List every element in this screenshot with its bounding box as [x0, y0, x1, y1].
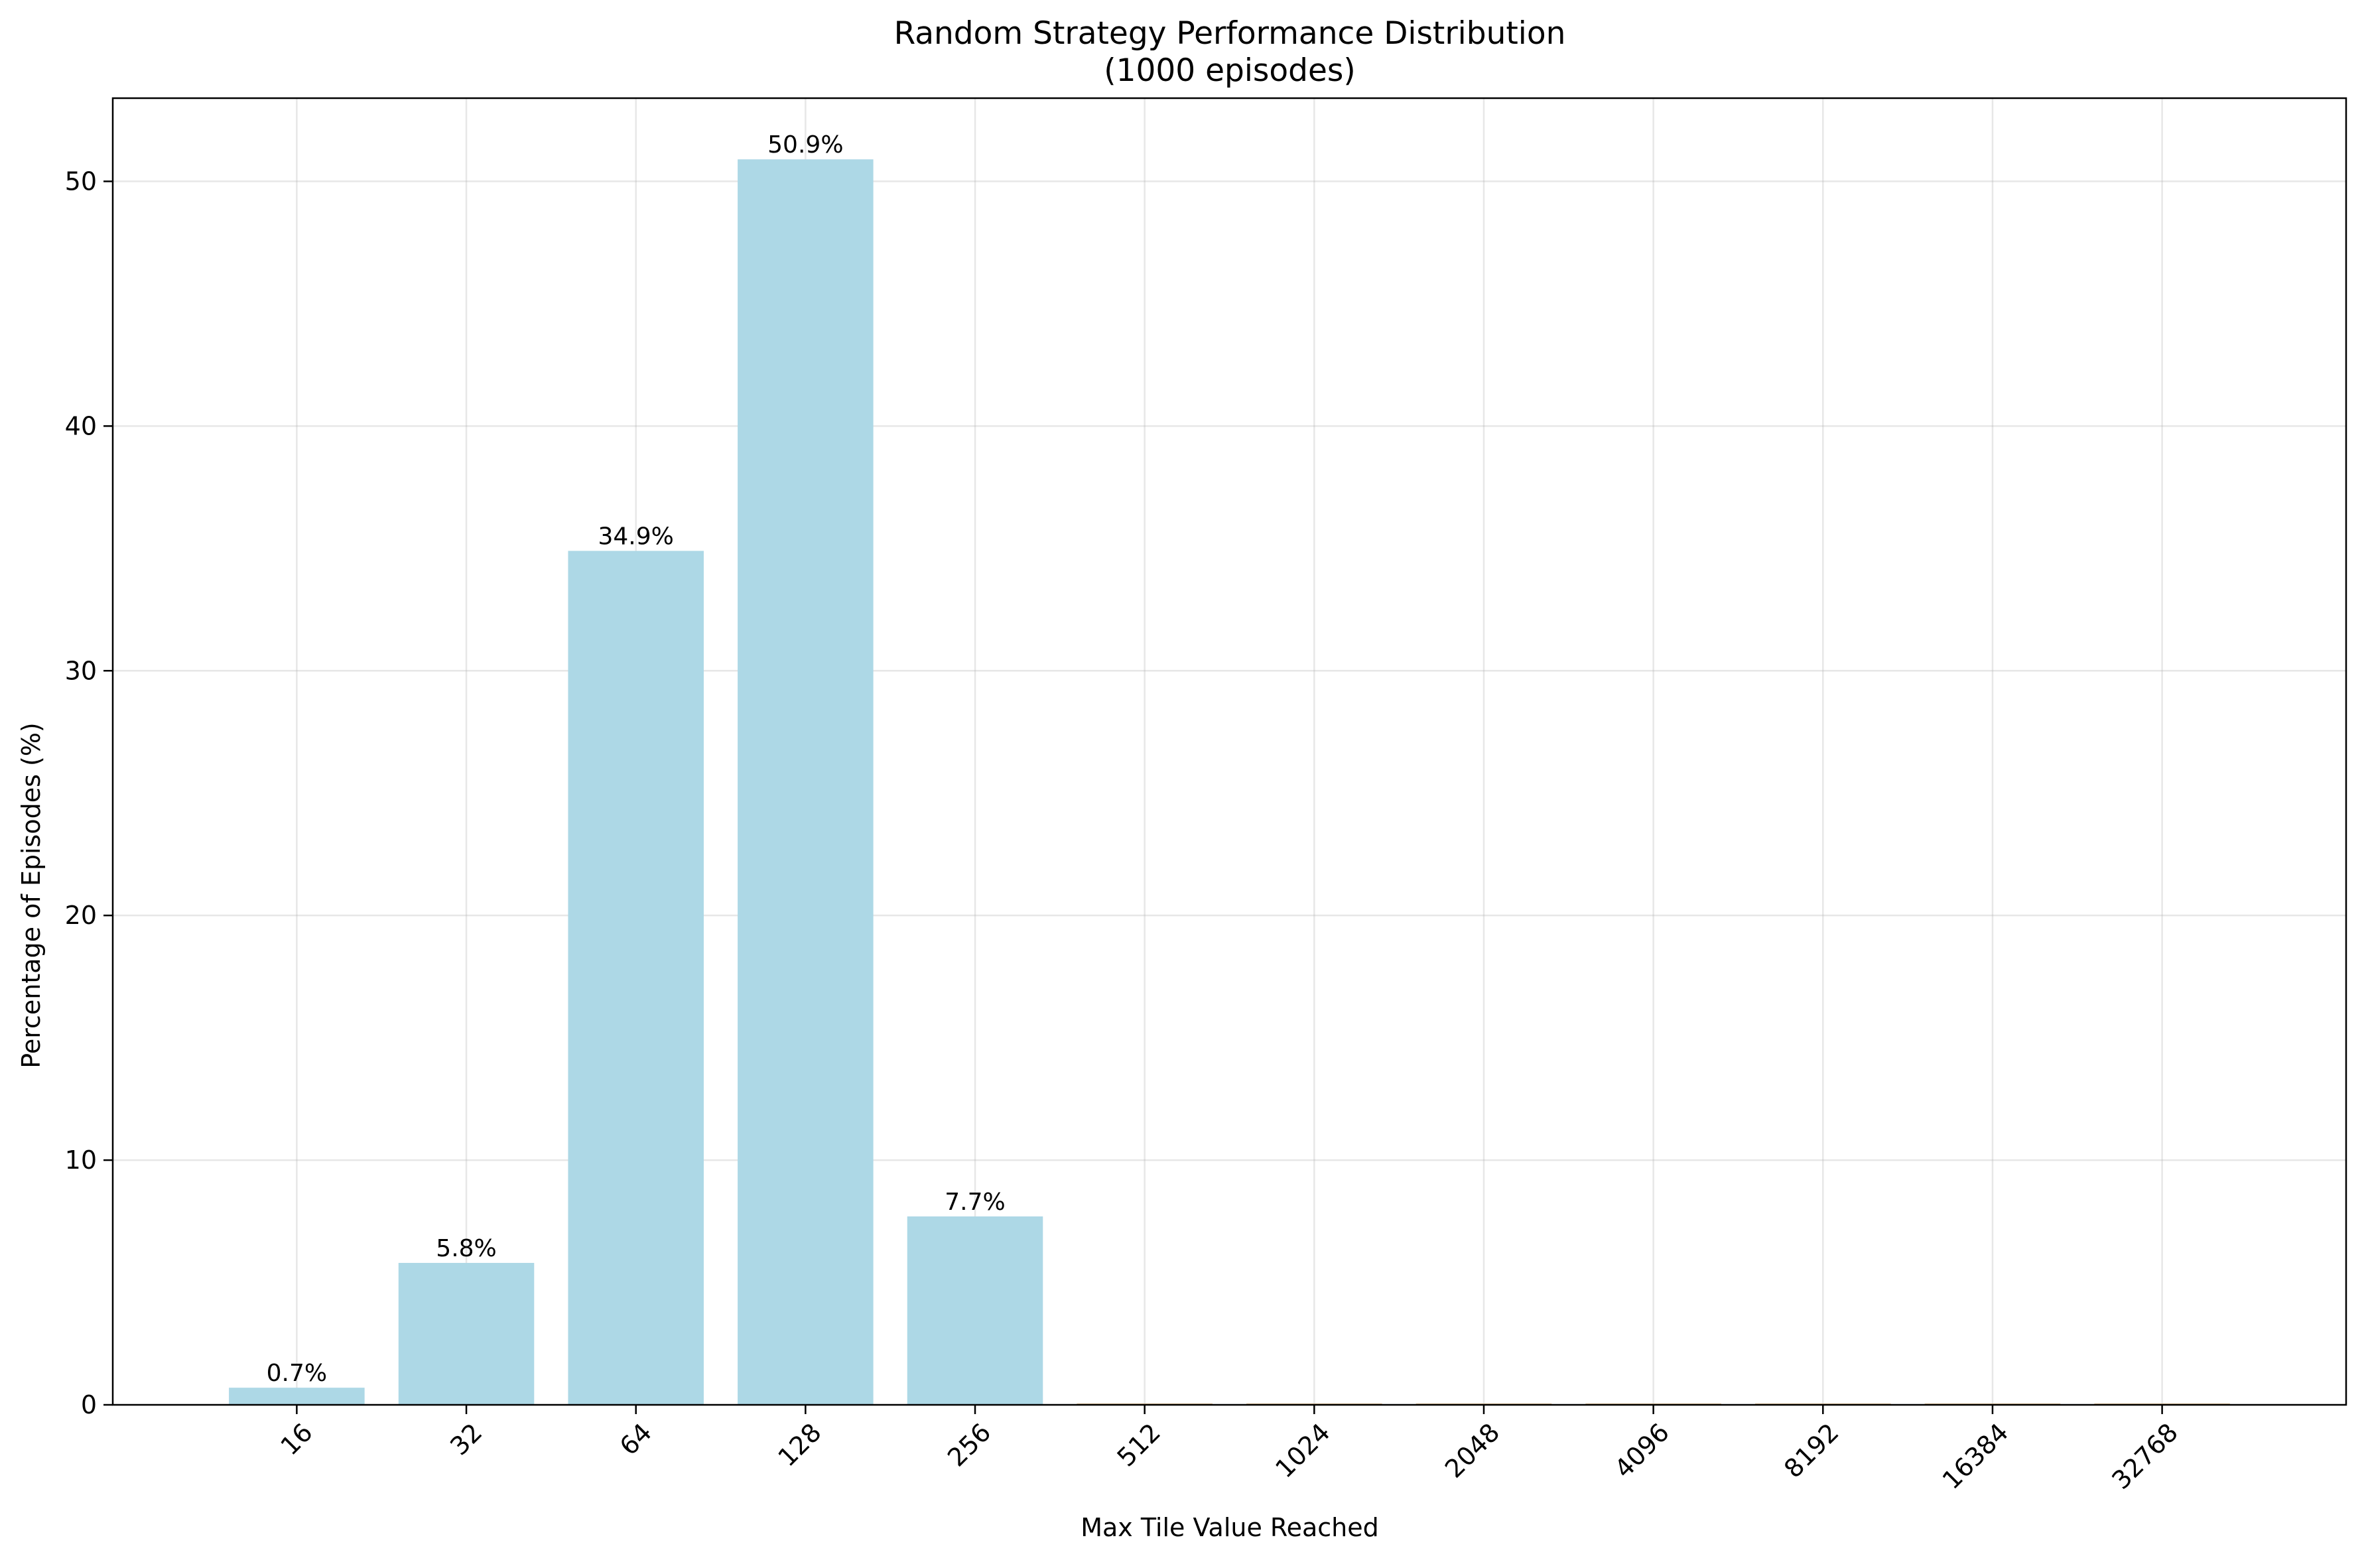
y-axis-ticks: 0 10 20 30 40 50 [65, 166, 113, 1419]
y-tick-label: 30 [65, 656, 97, 685]
data-labels: 0.7% 5.8% 34.9% 50.9% 7.7% [267, 131, 1006, 1387]
data-label: 5.8% [436, 1235, 496, 1262]
y-tick-label: 20 [65, 901, 97, 930]
data-label: 50.9% [767, 131, 843, 159]
y-axis-label: Percentage of Episodes (%) [17, 722, 46, 1068]
bar [229, 1388, 365, 1405]
y-tick-label: 0 [81, 1390, 97, 1419]
bar [907, 1216, 1043, 1405]
y-tick-label: 10 [65, 1145, 97, 1175]
data-label: 0.7% [267, 1360, 327, 1387]
y-tick-label: 50 [65, 166, 97, 196]
data-label: 7.7% [945, 1189, 1005, 1216]
x-axis-label: Max Tile Value Reached [1081, 1513, 1379, 1542]
bar [738, 159, 874, 1405]
bar [568, 551, 704, 1405]
bars [229, 159, 2230, 1405]
bar [398, 1263, 535, 1405]
y-tick-label: 40 [65, 411, 97, 440]
chart-subtitle: (1000 episodes) [1104, 52, 1356, 89]
chart-title: Random Strategy Performance Distribution [894, 15, 1566, 52]
data-label: 34.9% [598, 523, 674, 550]
plot-frame [111, 97, 2347, 1406]
